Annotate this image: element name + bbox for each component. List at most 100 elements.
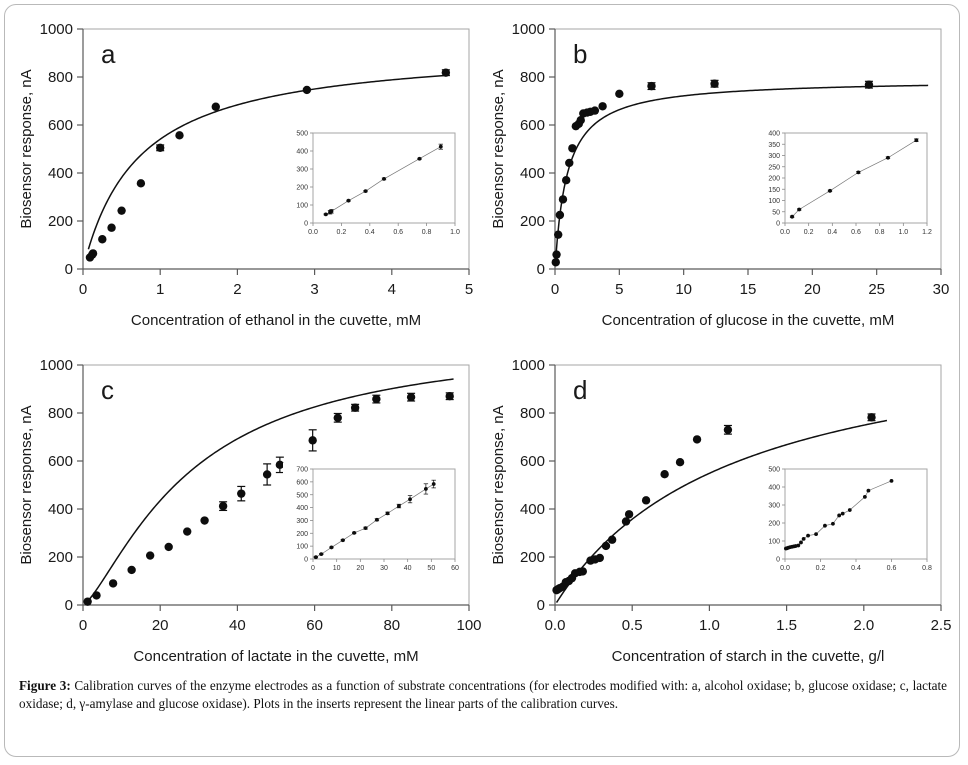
inset-y-tick-label: 300 [768, 153, 780, 160]
inset-y-tick-label: 0 [304, 221, 308, 228]
y-axis-title: Biosensor response, nA [490, 405, 507, 564]
panel-letter: b [573, 39, 587, 69]
inset-data-point [801, 536, 806, 541]
inset-y-tick-label: 200 [768, 521, 780, 528]
x-tick-label: 80 [383, 617, 400, 634]
data-point [262, 470, 272, 479]
inset-y-tick-label: 300 [768, 503, 780, 510]
x-tick-label: 30 [933, 281, 950, 298]
caption-text: Calibration curves of the enzyme electro… [19, 678, 947, 711]
inset-x-tick-label: 10 [333, 565, 341, 572]
inset-data-point [352, 531, 357, 535]
x-tick-label: 0 [551, 281, 559, 298]
data-point [558, 195, 568, 204]
y-tick-label: 0 [537, 597, 545, 614]
inset-data-point [423, 487, 428, 491]
data-point [598, 102, 607, 111]
y-tick-label: 400 [520, 501, 545, 518]
y-tick-label: 800 [48, 69, 73, 86]
x-tick-label: 5 [615, 281, 623, 298]
x-tick-label: 3 [310, 281, 318, 298]
x-tick-label: 0.0 [545, 617, 566, 634]
x-tick-label: 25 [868, 281, 885, 298]
inset-y-tick-label: 300 [296, 518, 308, 525]
x-axis-title: Concentration of glucose in the cuvette,… [602, 312, 895, 329]
inset-x-tick-label: 0.0 [780, 229, 790, 236]
inset-x-tick-label: 1.0 [898, 229, 908, 236]
inset-y-tick-label: 100 [768, 198, 780, 205]
data-point [145, 551, 155, 560]
y-tick-label: 200 [48, 549, 73, 566]
inset-x-tick-label: 0.2 [337, 229, 347, 236]
data-point [590, 106, 600, 115]
inset-data-point [796, 543, 801, 548]
inset-y-tick-label: 200 [296, 185, 308, 192]
inset-data-point [790, 214, 794, 219]
inset-data-point [323, 212, 328, 217]
x-tick-label: 1.5 [776, 617, 797, 634]
data-series [551, 79, 874, 267]
inset-x-tick-label: 60 [451, 565, 459, 572]
data-point [108, 579, 118, 588]
inset-data-point [806, 533, 810, 538]
data-point [660, 470, 669, 479]
data-point [218, 501, 228, 511]
inset-y-tick-label: 0 [304, 557, 308, 564]
y-tick-label: 600 [520, 453, 545, 470]
inset-chart-c: 0 100 200 300 400 500 600 700 0 10 20 30 40 50 60 [283, 463, 461, 575]
data-point [601, 541, 611, 551]
inset-x-tick-label: 0.4 [365, 229, 375, 236]
x-tick-label: 60 [306, 617, 323, 634]
data-point [308, 436, 317, 445]
data-point [621, 517, 631, 526]
data-point [554, 230, 563, 239]
data-point [372, 394, 381, 404]
inset-x-tick-label: 0.8 [875, 229, 885, 236]
y-axis-title: Biosensor response, nA [18, 69, 35, 228]
x-tick-label: 4 [388, 281, 396, 298]
inset-data-point [438, 144, 443, 149]
inset-x-tick-label: 1.2 [922, 229, 932, 236]
inset-x-tick-label: 0.8 [422, 229, 432, 236]
x-axis-title: Concentration of starch in the cuvette, … [612, 648, 885, 665]
inset-x-tick-label: 50 [427, 565, 435, 572]
inset-data-point [346, 198, 351, 203]
inset-y-tick-label: 250 [768, 164, 780, 171]
data-point [183, 527, 192, 536]
data-point [692, 435, 702, 444]
x-tick-label: 0 [79, 617, 87, 634]
fit-curve [87, 74, 450, 250]
data-point [867, 413, 876, 422]
y-tick-label: 800 [48, 405, 73, 422]
inset-x-tick-label: 0.8 [922, 565, 932, 572]
inset-y-tick-label: 100 [296, 544, 308, 551]
data-point [175, 131, 184, 140]
data-point [710, 79, 719, 88]
inset-y-tick-label: 200 [296, 531, 308, 538]
inset-x-tick-label: 40 [404, 565, 412, 572]
x-tick-label: 5 [465, 281, 473, 298]
caption-label: Figure 3: [19, 678, 71, 693]
inset-y-tick-label: 500 [768, 467, 780, 474]
inset-data-point [831, 521, 835, 526]
y-tick-label: 0 [65, 597, 73, 614]
data-point [641, 496, 651, 505]
inset-data-point [313, 555, 318, 560]
data-point [551, 258, 560, 267]
inset-data-point [417, 156, 422, 161]
inset-data-point [847, 508, 852, 512]
inset-y-tick-label: 600 [296, 479, 308, 486]
x-tick-label: 2.0 [853, 617, 874, 634]
y-tick-label: 1000 [512, 21, 545, 38]
data-point [83, 597, 92, 606]
inset-y-tick-label: 100 [296, 203, 308, 210]
data-point [647, 81, 656, 91]
data-series [83, 392, 454, 606]
inset-data-point [914, 138, 919, 143]
inset-data-point [814, 532, 818, 537]
inset-x-tick-label: 0.6 [393, 229, 403, 236]
inset-data-point [828, 188, 832, 193]
inset-x-tick-label: 30 [380, 565, 388, 572]
